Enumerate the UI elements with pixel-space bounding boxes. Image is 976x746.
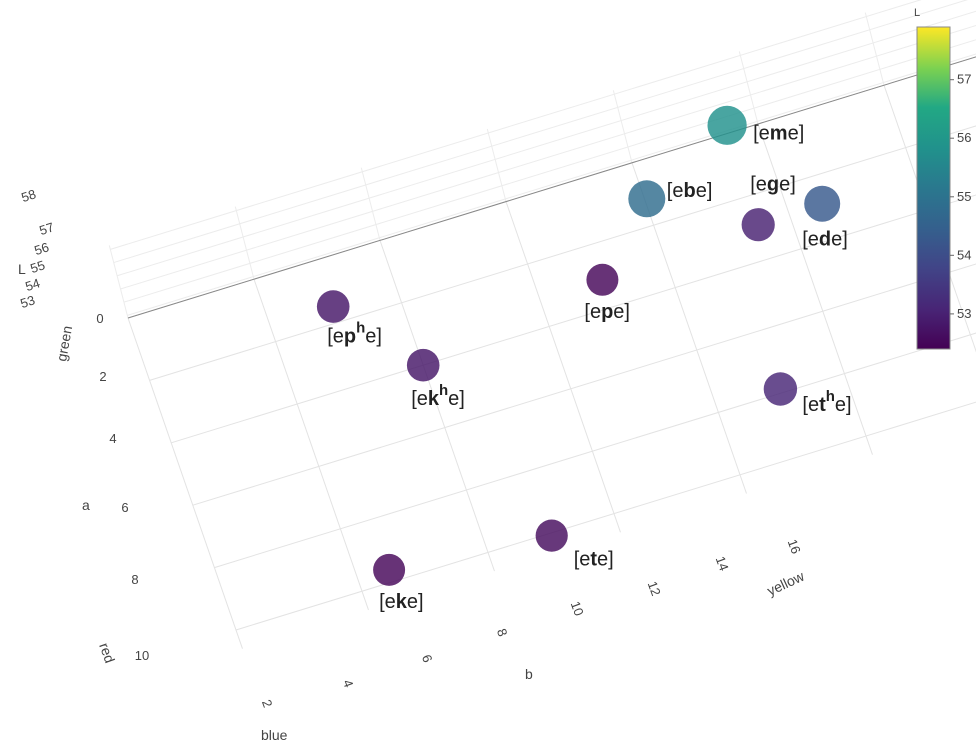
data-point-label: [eke] (379, 591, 424, 613)
l-tick-label: 58 (19, 186, 37, 205)
grid-line-b (379, 240, 495, 572)
axis-title-b: b (525, 666, 533, 682)
a-tick-label: 4 (109, 431, 116, 446)
b-tick-label: 12 (645, 579, 664, 598)
axis-end-green: green (53, 324, 75, 362)
grid-line-wall (234, 206, 255, 280)
data-point-marker (406, 348, 440, 382)
colorbar-tick-label: 53 (957, 306, 971, 321)
grid-line-wall (864, 12, 885, 86)
scene-grid (108, 0, 976, 649)
data-point-marker (373, 553, 406, 586)
b-tick-label: 2 (259, 697, 276, 709)
data-point-label: [ebe] (667, 180, 713, 202)
grid-line-l (120, 25, 976, 290)
grid-line-a (192, 263, 976, 506)
axis-edge-b (127, 56, 976, 319)
grid-line-b (631, 162, 747, 494)
axis-end-blue: blue (261, 727, 288, 743)
grid-line-a (149, 125, 976, 381)
axis-title-a: a (82, 497, 90, 513)
l-tick-label: 56 (32, 239, 50, 258)
a-tick-label: 6 (121, 500, 128, 515)
data-point-marker (586, 263, 619, 296)
grid-line-wall (612, 90, 633, 163)
colorbar-title: L (914, 7, 920, 19)
grid-line-a (235, 401, 976, 631)
grid-line-a (171, 194, 976, 444)
a-tick-label: 2 (99, 369, 106, 384)
grid-line-b (253, 279, 369, 611)
data-point-marker (741, 208, 775, 242)
axis-titles: a green red b blue yellow L (18, 261, 807, 743)
data-point-label: [ethe] (802, 388, 851, 416)
b-tick-label: 8 (494, 626, 511, 638)
grid-line-b (757, 123, 873, 455)
l-tick-label: 55 (28, 257, 46, 276)
data-point-marker (763, 372, 798, 406)
data-point-marker (316, 290, 350, 323)
a-tick-label: 0 (96, 311, 103, 326)
data-point-label: [ekhe] (411, 382, 465, 410)
b-tick-label: 6 (419, 652, 436, 664)
grid-line-wall (486, 128, 507, 202)
colorbar-tick-label: 56 (957, 130, 971, 145)
grid-line-a (214, 332, 976, 569)
data-point-marker (535, 519, 568, 552)
data-point-label: [ede] (802, 229, 848, 251)
grid-line-l (113, 0, 969, 264)
data-point-label: [eme] (753, 122, 804, 144)
a-tick-label: 10 (135, 648, 149, 663)
grid-line-wall (108, 245, 129, 319)
b-tick-label: 10 (568, 599, 587, 618)
colorbar-tick-label: 54 (957, 247, 971, 262)
grid-line-l (110, 0, 922, 250)
axis-title-l: L (18, 261, 26, 277)
grid-line-wall (738, 51, 759, 125)
axis-end-yellow: yellow (765, 567, 808, 598)
grid-line-a (127, 56, 976, 319)
grid-line-wall (360, 167, 381, 241)
b-tick-label: 16 (785, 537, 804, 556)
grid-line-b (127, 317, 243, 649)
data-point-label: [epe] (584, 301, 630, 323)
grid-line-l (127, 53, 976, 316)
data-points: [eŋe][ene][eme][ephe][ebe][ege][epe][ede… (316, 105, 852, 613)
colorbar-tick-label: 57 (957, 72, 971, 87)
a-tick-label: 8 (131, 572, 138, 587)
l-tick-label: 53 (18, 292, 36, 311)
b-tick-label: 14 (713, 554, 732, 573)
grid-line-l (116, 10, 976, 277)
axis-end-red: red (96, 641, 118, 665)
grid-line-l (123, 39, 976, 303)
data-point-label: [ete] (574, 549, 614, 571)
colorbar-gradient (916, 26, 951, 350)
data-point-marker (804, 185, 841, 222)
data-point-label: [ege] (750, 174, 796, 196)
grid-line-b (505, 201, 621, 533)
l-tick-label: 57 (37, 219, 55, 238)
l-tick-label: 54 (23, 275, 41, 294)
b-tick-label: 4 (340, 677, 357, 689)
data-point-marker (628, 180, 666, 218)
data-point-label: [ephe] (327, 320, 382, 348)
colorbar: L 53 54 55 56 57 (914, 7, 971, 350)
data-point-marker (707, 105, 747, 145)
colorbar-tick-label: 55 (957, 189, 971, 204)
